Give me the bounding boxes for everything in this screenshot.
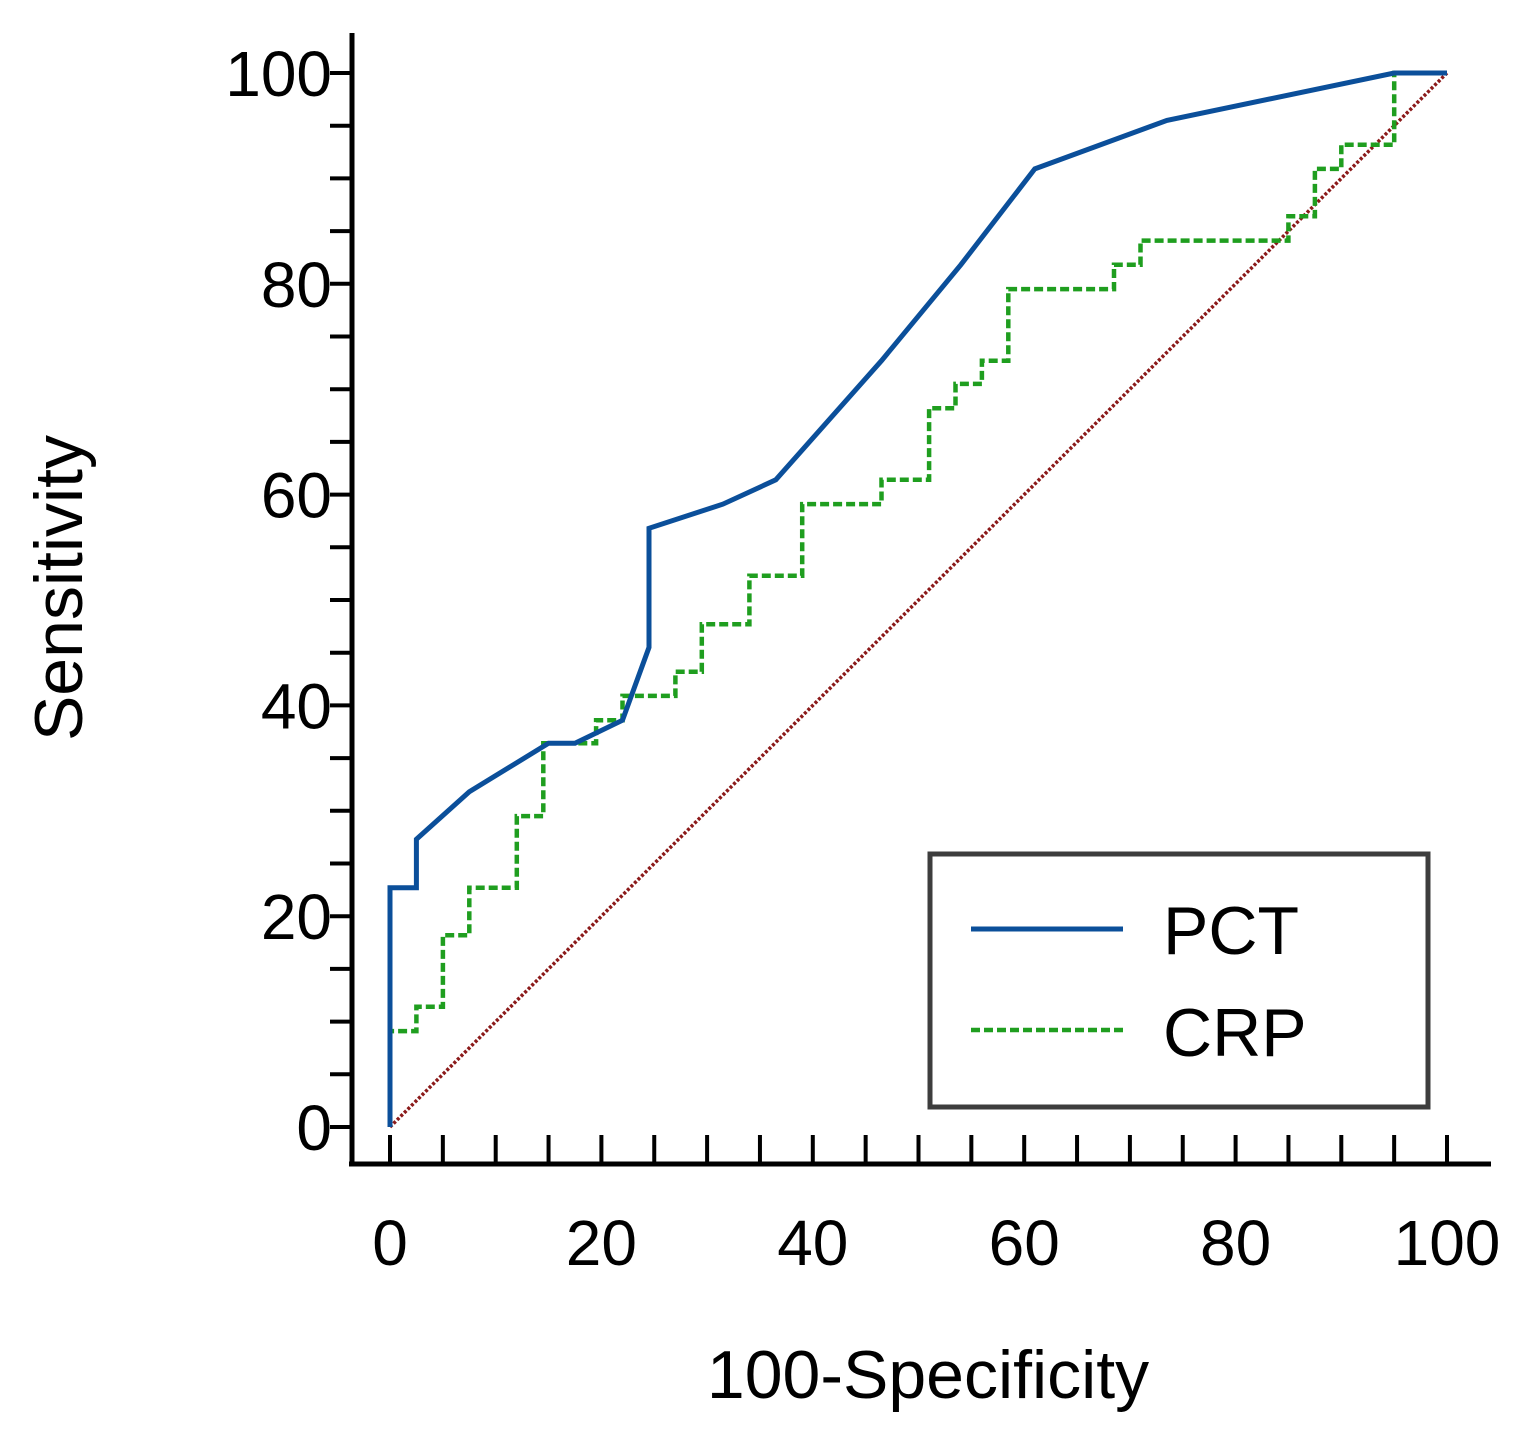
x-tick-label-80: 80 bbox=[1200, 1207, 1271, 1279]
legend: PCT CRP bbox=[927, 851, 1431, 1110]
series-reference-line bbox=[388, 71, 1449, 1129]
series-pct-line bbox=[387, 70, 1447, 1127]
y-tick-label-20: 20 bbox=[261, 881, 332, 953]
series-crp-line bbox=[387, 70, 1447, 1127]
y-tick-label-60: 60 bbox=[261, 460, 332, 532]
x-axis-tick-labels: 0 20 40 60 80 100 bbox=[372, 1207, 1500, 1279]
y-axis-tick-labels: 0 20 40 60 80 100 bbox=[225, 38, 332, 1164]
x-tick-label-60: 60 bbox=[989, 1207, 1060, 1279]
x-tick-label-100: 100 bbox=[1394, 1207, 1501, 1279]
x-tick-label-40: 40 bbox=[777, 1207, 848, 1279]
y-axis-title: Sensitivity bbox=[21, 435, 97, 741]
series-lines bbox=[387, 70, 1449, 1129]
y-tick-label-0: 0 bbox=[296, 1092, 332, 1164]
x-axis-title: 100-Specificity bbox=[707, 1337, 1149, 1413]
x-tick-label-20: 20 bbox=[566, 1207, 637, 1279]
y-axis-minor-ticks bbox=[330, 71, 352, 1129]
y-tick-label-100: 100 bbox=[225, 38, 332, 110]
legend-label-crp: CRP bbox=[1163, 995, 1307, 1071]
y-tick-label-40: 40 bbox=[261, 670, 332, 742]
legend-label-pct: PCT bbox=[1163, 893, 1299, 969]
legend-box bbox=[927, 851, 1431, 1110]
x-tick-label-0: 0 bbox=[372, 1207, 408, 1279]
y-tick-label-80: 80 bbox=[261, 249, 332, 321]
x-axis-minor-ticks bbox=[388, 1135, 1449, 1164]
